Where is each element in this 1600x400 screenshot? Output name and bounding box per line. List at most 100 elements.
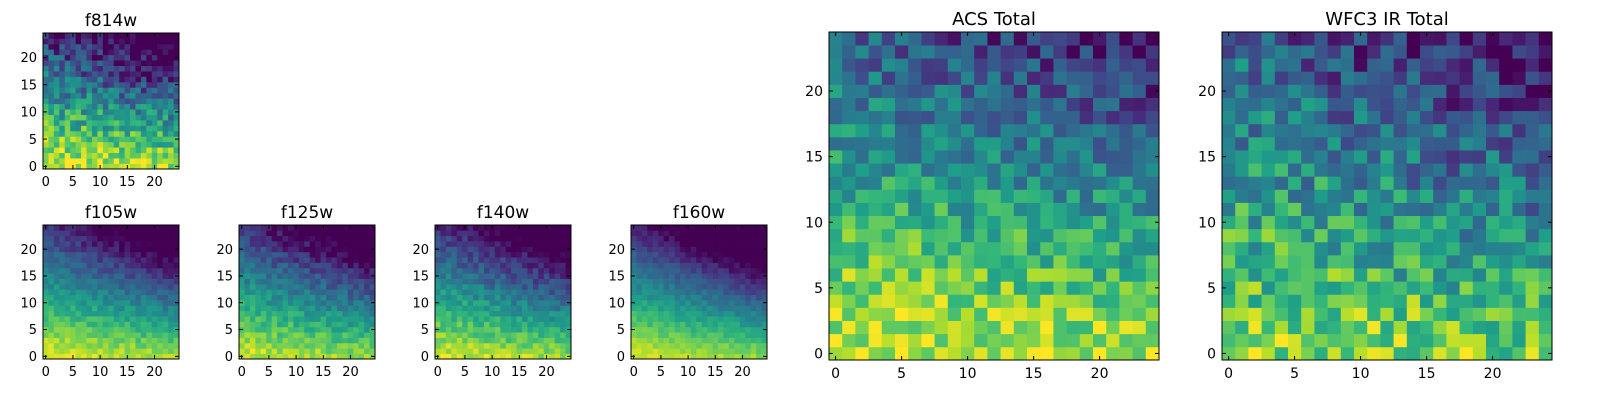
heatmap-cell [718,321,724,328]
heatmap-cell [369,278,376,285]
heatmap-cell [483,283,490,290]
x-tick-label: 5 [461,365,469,380]
heatmap-cell [532,294,539,301]
heatmap-cell [483,305,490,312]
heatmap-cell [522,348,528,354]
heatmap-cell [277,257,283,263]
heatmap-cell [565,241,572,247]
heatmap-cell [304,225,311,231]
heatmap-cell [538,241,545,247]
y-tick-label: 0 [225,350,233,365]
heatmap-cell [855,58,869,72]
heatmap-cell [1525,58,1540,72]
heatmap-cell [1132,97,1147,112]
heatmap-cell [239,283,245,290]
heatmap-cell [473,251,479,258]
heatmap-cell [48,152,55,159]
heatmap-cell [287,310,294,317]
heatmap-cell [1119,294,1133,308]
heatmap-cell [500,289,507,296]
heatmap-cell [146,109,153,115]
heatmap-cell [119,235,125,242]
heatmap-cell [1066,176,1081,190]
heatmap-cell [81,38,87,45]
heatmap-cell [718,300,724,306]
heatmap-cell [451,246,458,253]
heatmap-cell [1525,307,1540,321]
heatmap-cell [511,305,517,312]
heatmap-cell [1354,281,1368,295]
heatmap-cell [435,267,441,274]
heatmap-cell [81,33,87,39]
heatmap-cell [1066,58,1081,72]
heatmap-cell [745,241,752,247]
heatmap-cell [636,246,643,253]
heatmap-cell [560,305,566,312]
heatmap-cell [1406,202,1421,217]
heatmap-cell [1420,202,1434,217]
heatmap-cell [173,130,180,137]
heatmap-cell [86,300,93,306]
heatmap-cell [1354,228,1368,243]
heatmap-cell [59,246,66,253]
heatmap-cell [1027,110,1041,125]
heatmap-cell [146,300,153,306]
heatmap-cell [75,273,82,279]
heatmap-cell [97,125,104,132]
heatmap-cell [309,342,316,349]
heatmap-cell [70,267,76,274]
heatmap-cell [565,230,572,237]
heatmap-cell [647,337,654,344]
heatmap-cell [921,333,935,348]
heatmap-cell [636,332,643,338]
heatmap-cell [549,235,556,242]
heatmap-cell [1301,215,1315,230]
heatmap-cell [135,267,142,274]
heatmap-cell [435,337,441,344]
heatmap-cell [669,225,675,231]
heatmap-cell [674,300,681,306]
heatmap-cell [1420,307,1434,321]
heatmap-cell [745,300,752,306]
heatmap-cell [124,332,131,338]
heatmap-cell [59,33,66,39]
heatmap-cell [86,332,93,338]
y-tick-label: 15 [216,270,233,285]
heatmap-cell [1420,268,1434,282]
heatmap-cell [287,235,294,242]
heatmap-cell [342,251,349,258]
heatmap-cell [157,109,164,115]
heatmap-cell [102,289,109,296]
heatmap-cell [124,246,131,253]
heatmap-cell [532,300,539,306]
heatmap-cell [97,332,104,338]
heatmap-cell [1145,281,1160,295]
heatmap-cell [119,289,125,296]
heatmap-cell [260,342,267,349]
heatmap-cell [1027,163,1041,177]
heatmap-cell [1248,58,1262,72]
heatmap-cell [685,241,692,247]
heatmap-cell [53,305,60,312]
heatmap-cell [516,326,523,333]
heatmap-cell [543,267,550,274]
heatmap-cell [1106,202,1120,217]
heatmap-cell [647,246,654,253]
heatmap-cell [358,235,365,242]
heatmap-cell [130,130,136,137]
heatmap-cell [1027,294,1041,308]
heatmap-cell [113,60,120,66]
heatmap-cell [1027,150,1041,164]
heatmap-cell [532,257,539,263]
heatmap-cell [108,136,115,143]
heatmap-cell [516,316,523,322]
heatmap-cell [1380,97,1394,112]
heatmap-cell [151,103,158,110]
heatmap-cell [685,294,692,301]
heatmap-cell [842,241,856,256]
heatmap-cell [658,316,664,322]
heatmap-cell [473,337,479,344]
heatmap-cell [974,58,988,72]
heatmap-cell [113,158,120,164]
heatmap-cell [868,255,883,269]
